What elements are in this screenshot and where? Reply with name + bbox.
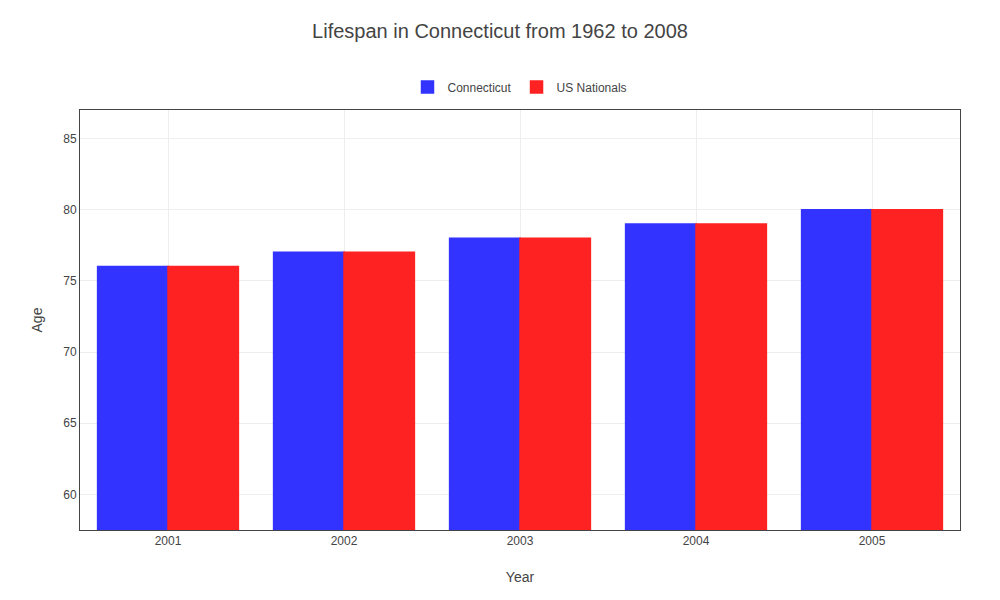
svg-text:Lifespan in Connecticut from 1: Lifespan in Connecticut from 1962 to 200… — [312, 20, 688, 42]
svg-text:US Nationals: US Nationals — [557, 81, 627, 95]
svg-text:Year: Year — [506, 569, 535, 585]
svg-text:65: 65 — [63, 416, 77, 430]
svg-text:60: 60 — [63, 488, 77, 502]
svg-text:2004: 2004 — [683, 534, 710, 548]
svg-text:75: 75 — [63, 274, 77, 288]
svg-text:Connecticut: Connecticut — [448, 81, 512, 95]
svg-text:2003: 2003 — [507, 534, 534, 548]
svg-text:70: 70 — [63, 345, 77, 359]
svg-text:85: 85 — [63, 132, 77, 146]
svg-text:Age: Age — [29, 307, 45, 332]
svg-text:2002: 2002 — [331, 534, 358, 548]
svg-text:2001: 2001 — [155, 534, 182, 548]
svg-text:2005: 2005 — [859, 534, 886, 548]
svg-text:80: 80 — [63, 203, 77, 217]
